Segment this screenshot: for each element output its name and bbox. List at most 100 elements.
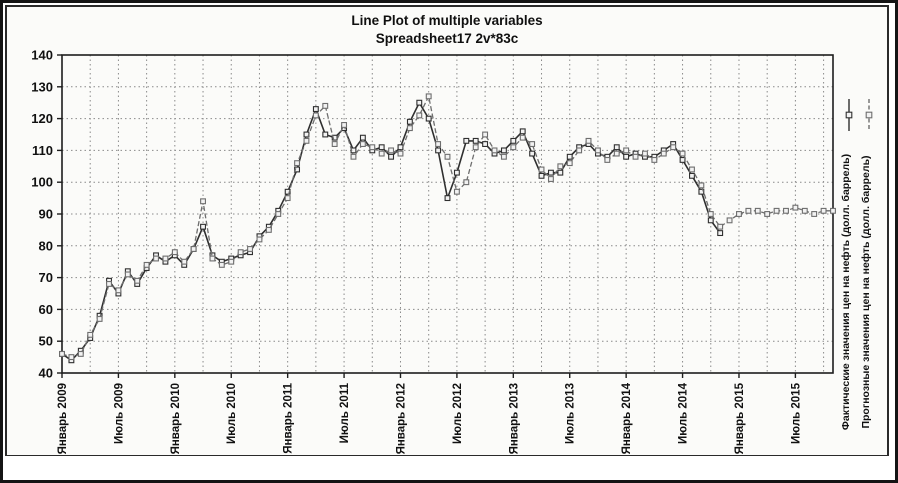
marker-actual xyxy=(472,137,479,144)
marker-forecast xyxy=(294,160,301,167)
legend-symbol-marker xyxy=(865,111,873,119)
y-tick-label: 110 xyxy=(32,143,53,158)
plot-frame xyxy=(61,54,834,374)
marker-forecast xyxy=(736,211,742,217)
marker-forecast xyxy=(670,144,677,151)
x-tick-label: Июль 2013 xyxy=(565,383,577,444)
marker-forecast xyxy=(801,207,808,214)
marker-forecast xyxy=(435,141,442,147)
marker-forecast xyxy=(275,211,282,217)
series-line-actual xyxy=(61,101,721,362)
marker-actual xyxy=(416,99,423,106)
marker-actual xyxy=(482,141,489,147)
marker-forecast xyxy=(303,137,310,144)
marker-actual xyxy=(547,169,554,176)
marker-forecast xyxy=(68,354,75,361)
scrollbar: » xyxy=(3,456,895,480)
marker-forecast xyxy=(773,207,780,214)
marker-forecast xyxy=(59,350,65,357)
marker-forecast xyxy=(106,281,112,287)
chart-title: Line Plot of multiple variables xyxy=(351,13,543,28)
y-tick-label: 120 xyxy=(31,111,53,126)
marker-forecast xyxy=(830,207,836,214)
x-tick-label: Январь 2009 xyxy=(57,383,69,454)
marker-actual xyxy=(444,195,451,202)
x-tick-label: Январь 2010 xyxy=(170,383,182,454)
x-tick-label: Январь 2014 xyxy=(621,382,633,454)
y-tick-label: 130 xyxy=(31,79,53,94)
line-chart: 40 50 60 70 80 90 100 110 120 130 140 Январь 2009 Ию… xyxy=(31,48,873,454)
marker-actual xyxy=(529,150,536,157)
marker-actual xyxy=(378,144,385,151)
marker-forecast xyxy=(171,249,178,256)
marker-forecast xyxy=(764,211,771,217)
legend-symbol-marker xyxy=(845,111,853,119)
marker-forecast xyxy=(256,236,263,243)
marker-forecast xyxy=(124,271,131,278)
marker-actual xyxy=(566,153,573,160)
marker-forecast xyxy=(482,131,489,138)
marker-forecast xyxy=(322,102,329,109)
marker-forecast xyxy=(754,207,761,214)
marker-forecast xyxy=(359,141,366,147)
y-tick-label: 40 xyxy=(39,366,53,381)
marker-actual xyxy=(500,147,507,154)
y-tick-label: 60 xyxy=(39,302,53,317)
marker-forecast xyxy=(745,207,752,214)
marker-actual xyxy=(425,115,432,122)
marker-forecast xyxy=(265,226,272,233)
marker-actual xyxy=(388,153,395,160)
marker-forecast xyxy=(679,150,686,157)
marker-actual xyxy=(406,118,413,125)
y-tick-label: 70 xyxy=(39,270,53,285)
marker-forecast xyxy=(463,179,470,186)
marker-forecast xyxy=(247,246,253,252)
marker-forecast xyxy=(425,93,432,100)
legend-label: Прогнозные значения цен на нефть (долл. … xyxy=(860,155,872,428)
marker-forecast xyxy=(642,150,648,157)
marker-forecast xyxy=(77,350,84,357)
marker-forecast xyxy=(181,258,188,265)
marker-actual xyxy=(679,156,686,163)
marker-forecast xyxy=(585,137,592,144)
marker-forecast xyxy=(613,150,620,157)
marker-forecast xyxy=(623,147,630,154)
marker-forecast xyxy=(491,147,498,154)
y-tick-label: 50 xyxy=(39,334,53,349)
x-tick-label: Январь 2015 xyxy=(734,382,746,454)
marker-forecast xyxy=(134,277,141,284)
marker-forecast xyxy=(594,147,601,154)
x-tick-label: Июль 2014 xyxy=(678,382,690,444)
marker-forecast xyxy=(444,153,451,160)
chart-subtitle: Spreadsheet17 2v*83c xyxy=(375,30,519,46)
marker-actual xyxy=(707,217,714,224)
marker-forecast xyxy=(689,166,695,173)
marker-forecast xyxy=(331,141,338,147)
x-tick-label: Июль 2015 xyxy=(790,382,802,444)
marker-forecast xyxy=(792,204,799,211)
y-tick-label: 80 xyxy=(39,238,53,253)
marker-actual xyxy=(322,131,329,138)
marker-forecast xyxy=(397,150,404,157)
marker-forecast xyxy=(200,198,206,205)
x-tick-label: Январь 2012 xyxy=(395,383,407,454)
marker-forecast xyxy=(632,153,639,160)
marker-forecast xyxy=(811,211,818,217)
marker-forecast xyxy=(717,223,724,230)
marker-actual xyxy=(557,169,564,176)
y-tick-label: 100 xyxy=(31,175,53,190)
marker-forecast xyxy=(228,258,235,265)
marker-forecast xyxy=(388,147,395,154)
marker-forecast xyxy=(87,331,94,338)
marker-forecast xyxy=(783,207,789,214)
x-tick-label: Январь 2011 xyxy=(283,382,295,453)
y-tick-label: 90 xyxy=(39,207,53,222)
marker-actual xyxy=(623,153,630,160)
marker-actual xyxy=(510,137,517,144)
marker-forecast xyxy=(707,211,714,217)
marker-forecast xyxy=(96,315,103,322)
marker-forecast xyxy=(453,188,460,195)
marker-actual xyxy=(312,106,319,113)
marker-forecast xyxy=(510,144,517,151)
